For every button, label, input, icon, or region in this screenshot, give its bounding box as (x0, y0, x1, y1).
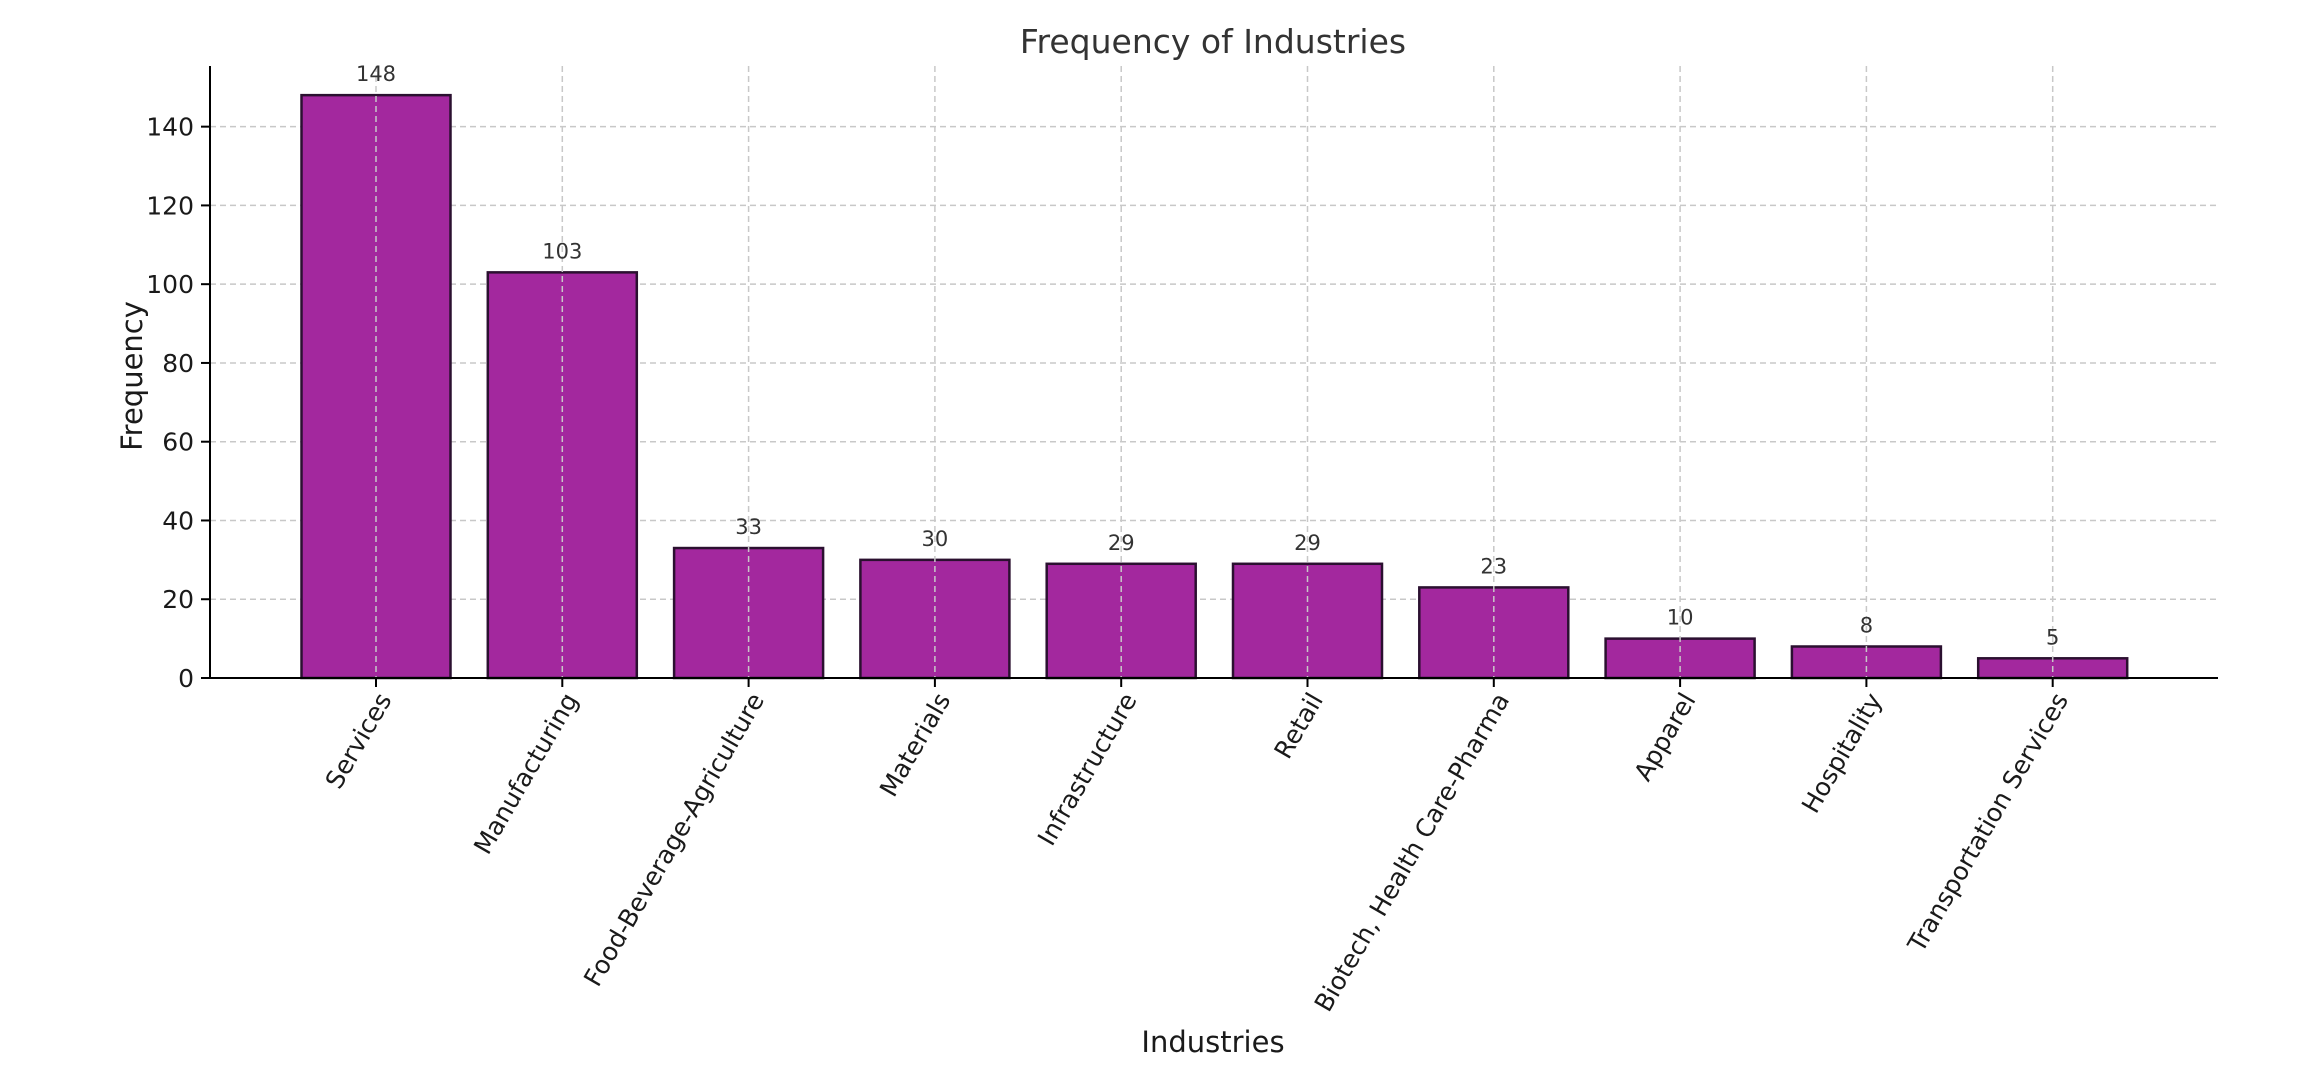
x-tick-label: Infrastructure (1032, 688, 1143, 851)
bar-value-label: 103 (542, 239, 582, 263)
y-tick-label: 80 (162, 349, 194, 378)
x-tick-label: Food-Beverage-Agriculture (578, 688, 770, 991)
y-tick-label: 120 (146, 191, 194, 220)
x-ticks-layer: Services ManufacturingFood-Beverage-Agric… (320, 678, 2075, 1017)
bars-layer (300, 66, 2129, 680)
y-tick-label: 140 (146, 113, 194, 142)
x-tick-label: Transportation Services (1902, 688, 2075, 958)
bar-value-label: 8 (1860, 613, 1873, 637)
y-tick-label: 40 (162, 506, 194, 535)
x-tick-label: Retail (1268, 688, 1328, 764)
x-tick-label: Hospitality (1796, 688, 1888, 818)
bar-value-label: 5 (2046, 625, 2059, 649)
x-tick-label: Manufacturing (468, 688, 584, 859)
bar (1418, 586, 1570, 680)
y-tick-label: 20 (162, 585, 194, 614)
bar-value-label: 23 (1480, 554, 1507, 578)
bar-value-label: 10 (1667, 606, 1694, 630)
y-tick-label: 0 (178, 664, 194, 693)
chart-title: Frequency of Industries (1020, 22, 1406, 61)
bar-value-label: 29 (1108, 531, 1135, 555)
bar-value-label: 30 (922, 527, 949, 551)
bar-value-label: 33 (735, 515, 762, 539)
x-tick-label: Materials (874, 688, 956, 802)
bar-value-label: 29 (1294, 531, 1321, 555)
axes-layer (209, 66, 2218, 679)
y-tick-label: 60 (162, 428, 194, 457)
x-tick-label: Biotech, Health Care-Pharma (1309, 688, 1515, 1017)
y-axis-title: Frequency (115, 301, 149, 451)
bar-value-label: 148 (356, 62, 396, 86)
x-axis-title: Industries (1141, 1025, 1284, 1059)
value-labels-layer: 148 103 33 30 29 29 23 10 8 5 (356, 62, 2059, 649)
y-tick-label: 100 (146, 270, 194, 299)
y-ticks-layer: 0 20 40 60 80 100 120 140 (146, 113, 210, 693)
x-tick-label: Apparel (1628, 688, 1701, 786)
x-tick-label: Services (320, 688, 398, 794)
